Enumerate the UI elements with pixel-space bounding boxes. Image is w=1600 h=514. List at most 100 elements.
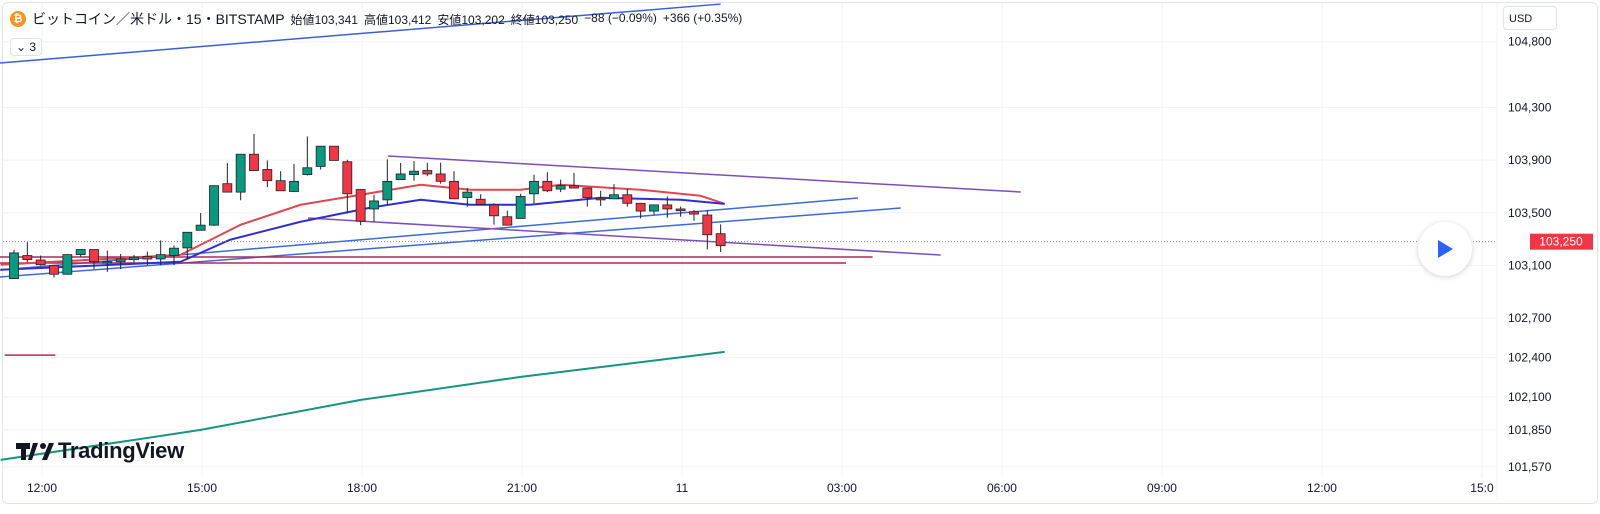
candle-body xyxy=(475,198,486,205)
candle-body xyxy=(35,259,46,266)
candle-body xyxy=(609,194,619,200)
replay-button[interactable] xyxy=(1418,222,1472,276)
candle xyxy=(262,160,273,188)
x-tick-label: 12:00 xyxy=(27,481,57,495)
y-tick-label: 101,850 xyxy=(1508,423,1552,437)
candle xyxy=(275,171,286,192)
candle-body xyxy=(102,261,113,264)
candle-body xyxy=(569,185,579,189)
candle xyxy=(342,159,353,214)
candle-body xyxy=(409,170,419,176)
candle-body xyxy=(489,204,499,217)
candle xyxy=(102,250,113,272)
candle xyxy=(329,145,339,161)
candle-body xyxy=(462,191,473,198)
candle xyxy=(449,171,459,200)
candle-body xyxy=(689,211,699,215)
x-tick-label: 12:00 xyxy=(1307,481,1337,495)
candle-body xyxy=(22,255,33,261)
candle-body xyxy=(249,153,259,171)
high-label: 高値 xyxy=(363,12,388,27)
last-price-label: 103,250 xyxy=(1539,235,1583,249)
candle xyxy=(369,194,379,222)
candle xyxy=(542,172,553,193)
moving-average-ema-red xyxy=(0,183,725,266)
candle-body xyxy=(395,173,406,181)
candle xyxy=(649,204,659,215)
y-tick-label: 101,570 xyxy=(1508,460,1552,474)
x-tick-label: 03:00 xyxy=(827,481,857,495)
candle-body xyxy=(222,183,233,193)
candle-body xyxy=(89,249,99,263)
candle xyxy=(235,153,246,201)
x-tick-label: 15:0 xyxy=(1470,481,1494,495)
y-tick-label: 103,900 xyxy=(1508,153,1552,167)
candle-body xyxy=(369,200,379,210)
x-tick-label: 18:00 xyxy=(347,481,377,495)
candle-body xyxy=(662,204,673,210)
y-tick-label: 104,300 xyxy=(1508,101,1552,115)
candle-body xyxy=(355,189,366,222)
candle xyxy=(675,206,686,217)
y-tick-label: 102,400 xyxy=(1508,351,1552,365)
candle xyxy=(622,189,633,207)
candle-body xyxy=(49,265,59,275)
trend-line xyxy=(307,217,941,256)
trend-line xyxy=(387,155,1021,193)
candle-body xyxy=(435,173,446,182)
candle xyxy=(222,163,233,193)
candle xyxy=(609,184,619,200)
x-tick-label: 06:00 xyxy=(987,481,1017,495)
candle-body xyxy=(169,247,179,256)
currency-button[interactable]: USD xyxy=(1503,6,1557,30)
candle xyxy=(662,196,673,218)
candle-body xyxy=(715,233,726,247)
candle xyxy=(489,203,499,225)
last-price-badge xyxy=(1530,233,1593,250)
x-tick-label: 15:00 xyxy=(187,481,217,495)
candle xyxy=(302,136,313,176)
candle-body xyxy=(649,204,659,212)
candle-body xyxy=(702,214,713,236)
candle xyxy=(635,202,646,219)
candle-body xyxy=(195,224,206,231)
candle xyxy=(569,172,579,189)
high-value: 103,412 xyxy=(387,12,432,27)
play-icon xyxy=(1438,240,1453,258)
candle-body xyxy=(289,180,299,192)
close-label: 終値 xyxy=(510,12,535,27)
brand-name: TradingView xyxy=(58,438,184,463)
candle xyxy=(169,245,179,266)
y-tick-label: 102,700 xyxy=(1508,311,1552,325)
candle xyxy=(209,185,219,226)
x-tick-label: 21:00 xyxy=(507,481,537,495)
candle-body xyxy=(142,256,153,260)
candle-body xyxy=(382,180,393,201)
change-value: −88 (−0.09%) xyxy=(584,10,657,25)
candle-body xyxy=(502,216,513,226)
candle-body xyxy=(275,180,286,192)
candle-body xyxy=(209,185,219,226)
low-label: 安値 xyxy=(437,12,462,27)
candle-body xyxy=(622,194,633,204)
candle-body xyxy=(529,180,539,195)
indicators-toggle[interactable]: ⌄ 3 xyxy=(10,38,43,56)
candle-body xyxy=(342,161,353,195)
x-tick-label: 09:00 xyxy=(1147,481,1177,495)
tradingview-logo[interactable]: TradingView xyxy=(16,438,184,464)
candle xyxy=(315,145,326,170)
candle xyxy=(49,264,59,278)
candle-body xyxy=(329,145,339,161)
symbol-title[interactable]: ビットコイン／米ドル・15・BITSTAMP xyxy=(32,11,285,27)
ohlc-values: 始値103,341 高値103,412 安値103,202 終値103,250 … xyxy=(291,11,743,28)
candle-body xyxy=(635,202,646,212)
tradingview-logo-icon xyxy=(16,443,54,460)
candle xyxy=(515,193,526,219)
candle xyxy=(555,179,566,193)
candle xyxy=(22,242,33,263)
candle xyxy=(35,255,46,266)
candle-body xyxy=(262,169,273,182)
x-tick-label: 11 xyxy=(676,481,689,495)
candle-body xyxy=(62,254,73,275)
